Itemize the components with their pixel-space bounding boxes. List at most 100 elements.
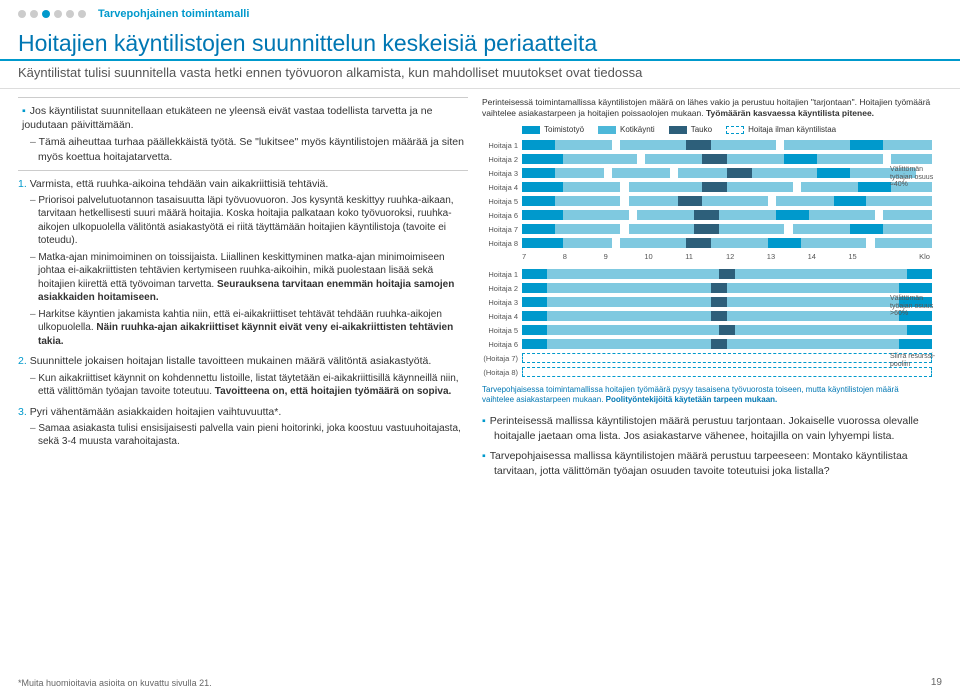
chart-segment <box>727 154 784 164</box>
dot <box>78 10 86 18</box>
legend-swatch <box>726 126 744 134</box>
chart-segment <box>563 210 629 220</box>
chart-segment <box>702 154 727 164</box>
x-tick: 10 <box>644 252 685 261</box>
chart-segment <box>522 182 563 192</box>
chart-segment <box>776 196 833 206</box>
left-column: ▪Jos käyntilistat suunnitellaan etukätee… <box>18 97 468 485</box>
y-label: Hoitaja 2 <box>482 281 518 295</box>
list-item-main: Pyri vähentämään asiakkaiden hoitajien v… <box>30 406 282 418</box>
chart-row <box>522 152 932 166</box>
chart-row <box>522 166 932 180</box>
legend-item: Kotikäynti <box>598 125 655 134</box>
chart-segment <box>653 311 710 321</box>
topbar-label: Tarvepohjainen toimintamalli <box>98 8 249 20</box>
bullet-icon: ▪ <box>22 105 26 117</box>
list-item-main: Suunnittele jokaisen hoitajan listalle t… <box>30 355 432 367</box>
chart-intro-bold: Työmäärän kasvaessa käyntilista pitenee. <box>706 108 874 118</box>
chart-segment <box>555 196 621 206</box>
right-column: Perinteisessä toimintamallissa käyntilis… <box>482 97 932 485</box>
chart-segment <box>563 182 620 192</box>
chart-segment <box>522 311 547 321</box>
chart-segment <box>784 283 841 293</box>
chart-segment <box>727 182 793 192</box>
x-axis-unit: Klo <box>889 252 932 261</box>
chart-segment <box>784 140 850 150</box>
chart-segment <box>547 325 604 335</box>
chart-segment <box>711 339 727 349</box>
summary-bullets: ▪Perinteisessä mallissa käyntilistojen m… <box>482 414 932 479</box>
x-tick: 9 <box>604 252 645 261</box>
chart-segment <box>522 269 547 279</box>
chart-segment <box>686 238 711 248</box>
chart-row <box>522 208 932 222</box>
y-label: (Hoitaja 8) <box>482 365 518 379</box>
chart-y-labels: Hoitaja 1Hoitaja 2Hoitaja 3Hoitaja 4Hoit… <box>482 267 522 379</box>
chart-segment <box>702 196 768 206</box>
list-item-sub: Samaa asiakasta tulisi ensisijaisesti pa… <box>18 422 468 449</box>
chart-segment <box>711 140 777 150</box>
chart-segment <box>547 283 596 293</box>
chart-intro: Perinteisessä toimintamallissa käyntilis… <box>482 97 932 119</box>
chart-segment <box>899 283 932 293</box>
y-label: Hoitaja 1 <box>482 138 518 152</box>
legend-label: Toimistotyö <box>544 125 584 134</box>
chart-segment <box>596 339 653 349</box>
legend-swatch <box>598 126 616 134</box>
chart-segment <box>719 224 785 234</box>
y-label: Hoitaja 1 <box>482 267 518 281</box>
y-label: Hoitaja 7 <box>482 222 518 236</box>
chart-segment <box>661 269 718 279</box>
chart-segment <box>563 154 637 164</box>
chart-segment <box>547 297 604 307</box>
chart-segment <box>678 196 703 206</box>
chart-segment <box>686 140 711 150</box>
legend-swatch <box>522 126 540 134</box>
chart-side-note: Välittömän työajan osuus >60% <box>890 295 936 318</box>
chart-segment <box>850 140 883 150</box>
x-tick: 8 <box>563 252 604 261</box>
chart-segment <box>711 283 727 293</box>
page-title: Hoitajien käyntilistojen suunnittelun ke… <box>0 24 960 61</box>
dot <box>18 10 26 18</box>
chart-segment <box>875 238 932 248</box>
chart-segment <box>752 168 818 178</box>
list-item: Pyri vähentämään asiakkaiden hoitajien v… <box>18 405 468 449</box>
info-box: ▪Jos käyntilistat suunnitellaan etukätee… <box>18 97 468 171</box>
chart-segment <box>817 168 850 178</box>
x-tick: 12 <box>726 252 767 261</box>
x-tick: 7 <box>522 252 563 261</box>
caption-bold: Poolityöntekijöitä käytetään tarpeen muk… <box>606 395 778 404</box>
chart-segment <box>620 140 686 150</box>
y-label: Hoitaja 5 <box>482 323 518 337</box>
chart-segment <box>809 210 875 220</box>
dot <box>66 10 74 18</box>
chart-row <box>522 138 932 152</box>
chart-segment <box>629 224 695 234</box>
chart-1: Hoitaja 1Hoitaja 2Hoitaja 3Hoitaja 4Hoit… <box>482 138 932 250</box>
chart-segment <box>547 269 604 279</box>
y-label: Hoitaja 4 <box>482 309 518 323</box>
list-item-main: Varmista, että ruuhka-aikoina tehdään va… <box>30 178 329 190</box>
footnote: *Muita huomioitavia asioita on kuvattu s… <box>18 678 212 688</box>
chart-segment <box>653 283 710 293</box>
list-item: Varmista, että ruuhka-aikoina tehdään va… <box>18 177 468 349</box>
x-tick: 11 <box>685 252 726 261</box>
y-label: Hoitaja 8 <box>482 236 518 250</box>
chart-segment <box>629 182 703 192</box>
dot <box>30 10 38 18</box>
numbered-list: Varmista, että ruuhka-aikoina tehdään va… <box>18 177 468 449</box>
chart-segment <box>899 339 932 349</box>
legend-swatch <box>669 126 687 134</box>
chart-segment <box>719 325 735 335</box>
chart-segment <box>719 210 776 220</box>
chart-segment <box>793 325 850 335</box>
chart-segment <box>694 210 719 220</box>
chart-segment <box>555 140 612 150</box>
list-item-sub: Priorisoi palvelutuotannon tasaisuutta l… <box>18 194 468 248</box>
list-item-sub: Harkitse käyntien jakamista kahtia niin,… <box>18 308 468 349</box>
chart-row <box>522 267 932 281</box>
chart-segment <box>883 224 932 234</box>
chart-row <box>522 281 932 295</box>
chart-segment <box>661 297 710 307</box>
